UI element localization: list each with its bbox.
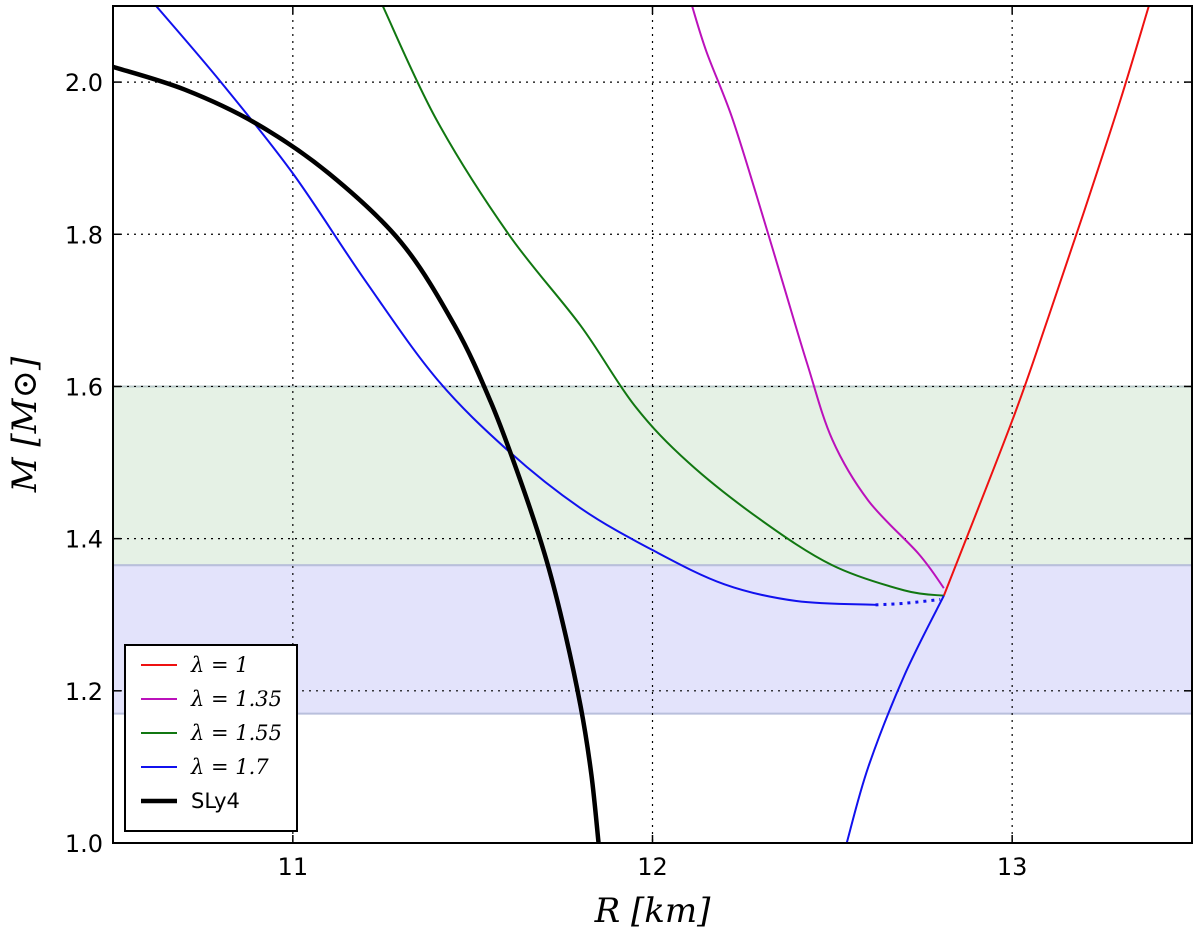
x-tick-label-1: 12 [637, 853, 668, 881]
y-tick-label-4: 1.8 [65, 221, 103, 249]
series-line-5 [845, 595, 945, 843]
y-tick-label-5: 2.0 [65, 69, 103, 97]
series-line-1 [691, 6, 945, 589]
legend: λ = 1 λ = 1.35 λ = 1.55 λ = 1.7 SLy4 [124, 644, 298, 832]
legend-label-0: λ = 1 [190, 653, 249, 677]
y-tick-label-1: 1.2 [65, 678, 103, 706]
series-line-3 [155, 6, 876, 606]
series-line-6 [113, 64, 601, 843]
x-tick-label-2: 13 [997, 853, 1028, 881]
x-axis-label: R [km] [594, 891, 712, 931]
legend-label-2: λ = 1.55 [190, 721, 282, 745]
series-line-4 [875, 598, 941, 607]
x-tick-label-0: 11 [278, 853, 309, 881]
y-tick-label-2: 1.4 [65, 526, 103, 554]
y-axis-label: M [M⊙] [5, 356, 45, 493]
legend-label-1: λ = 1.35 [190, 687, 282, 711]
series-line-2 [381, 6, 944, 597]
legend-label-4: SLy4 [191, 789, 240, 813]
y-tick-label-3: 1.6 [65, 373, 103, 401]
series-line-0 [942, 6, 1150, 597]
ticks-layer: 11 12 13 1.0 1.2 1.4 1.6 1.8 2.0 [65, 6, 1192, 881]
series-layer [113, 6, 1150, 843]
legend-label-3: λ = 1.7 [190, 755, 269, 779]
y-tick-label-0: 1.0 [65, 830, 103, 858]
